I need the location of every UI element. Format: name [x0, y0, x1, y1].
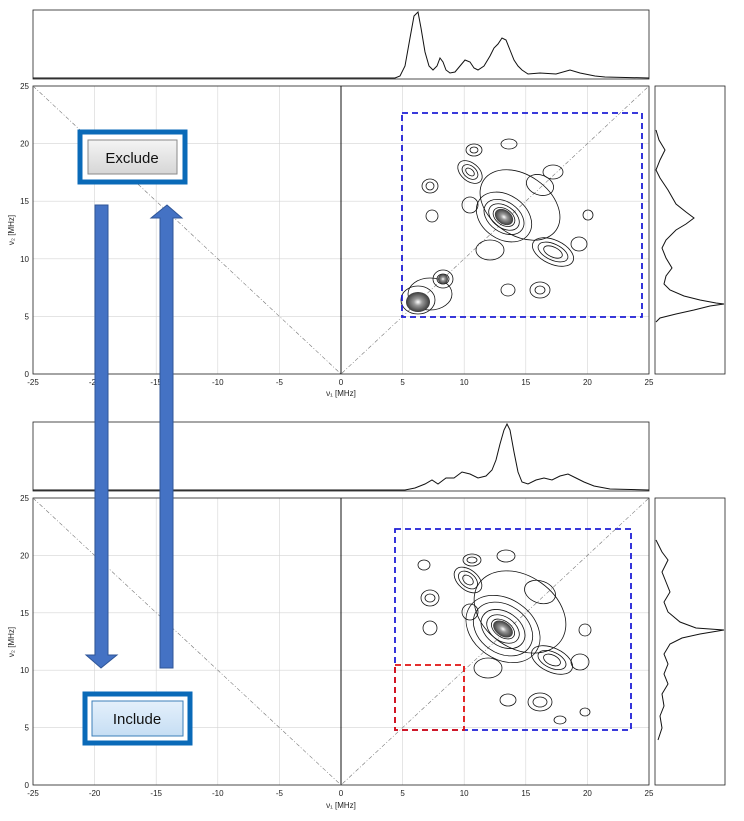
bottom-contours: [417, 549, 592, 725]
x-tick-label: 10: [460, 789, 469, 798]
top-xlabel: ν₁ [MHz]: [326, 389, 356, 398]
bottom-right-projection-frame: [654, 497, 726, 786]
y-tick-label: 10: [20, 255, 29, 264]
y-tick-label: 5: [25, 724, 30, 733]
bottom-xlabel: ν₁ [MHz]: [326, 801, 356, 810]
arrow-up-icon: [149, 204, 184, 669]
x-tick-label: 10: [460, 378, 469, 387]
top-peak-low2: [438, 274, 448, 284]
top-peak-low: [406, 292, 430, 312]
y-tick-label: 25: [20, 494, 29, 503]
bottom-projection-frame: [32, 421, 650, 492]
bottom-excluded-box[interactable]: [394, 664, 465, 731]
x-tick-label: 25: [645, 789, 654, 798]
bottom-ylabel: ν₂ [MHz]: [7, 627, 16, 657]
x-tick-label: 20: [583, 789, 592, 798]
x-tick-label: -15: [150, 378, 162, 387]
bottom-panel: -25 -20 -15 -10 -5 0 5 10 15 20 25 0 5 10 15 20 25 ν₁ [M…: [7, 421, 726, 810]
x-tick-label: -10: [212, 789, 224, 798]
top-contours: [400, 138, 594, 315]
exclude-button-label: Exclude: [105, 150, 158, 167]
bottom-diagonal-lines: [32, 497, 650, 786]
x-tick-label: -25: [27, 378, 39, 387]
y-tick-label: 10: [20, 666, 29, 675]
y-tick-label: 15: [20, 197, 29, 206]
bottom-tick-labels: -25 -20 -15 -10 -5 0 5 10 15 20 25 0 5 10 15 20 25: [20, 494, 654, 798]
arrow-down-icon: [84, 204, 119, 669]
y-tick-label: 15: [20, 609, 29, 618]
x-tick-label: -20: [89, 789, 101, 798]
x-tick-label: 5: [400, 789, 405, 798]
x-tick-label: -5: [276, 378, 284, 387]
x-tick-label: 15: [521, 378, 530, 387]
x-tick-label: 25: [645, 378, 654, 387]
top-selection-box[interactable]: [401, 112, 643, 318]
y-tick-label: 20: [20, 551, 29, 560]
x-tick-label: -25: [27, 789, 39, 798]
x-tick-label: -10: [212, 378, 224, 387]
y-tick-label: 5: [25, 312, 30, 321]
y-tick-label: 25: [20, 82, 29, 91]
x-tick-label: 5: [400, 378, 405, 387]
bottom-peak-main: [493, 620, 513, 638]
x-tick-label: 0: [339, 789, 344, 798]
include-button[interactable]: Include: [82, 691, 193, 746]
right-projection-trace: [655, 129, 725, 323]
bottom-selection-box[interactable]: [394, 528, 632, 731]
x-tick-label: 0: [339, 378, 344, 387]
top-projection-trace: [33, 10, 650, 79]
top-peak-main: [494, 208, 514, 226]
bottom-right-projection-trace: [655, 539, 725, 741]
x-tick-label: -15: [150, 789, 162, 798]
right-projection-frame: [654, 85, 726, 375]
top-projection-frame: [32, 9, 650, 80]
x-tick-label: -5: [276, 789, 284, 798]
exclude-button[interactable]: Exclude: [77, 129, 188, 185]
top-diagonal-lines: [32, 85, 650, 375]
y-tick-label: 0: [25, 370, 30, 379]
include-button-label: Include: [113, 711, 161, 728]
y-tick-label: 0: [25, 781, 30, 790]
x-tick-label: 15: [521, 789, 530, 798]
bottom-projection-trace: [33, 422, 650, 491]
top-ylabel: ν₂ [MHz]: [7, 215, 16, 245]
x-tick-label: 20: [583, 378, 592, 387]
y-tick-label: 20: [20, 140, 29, 149]
